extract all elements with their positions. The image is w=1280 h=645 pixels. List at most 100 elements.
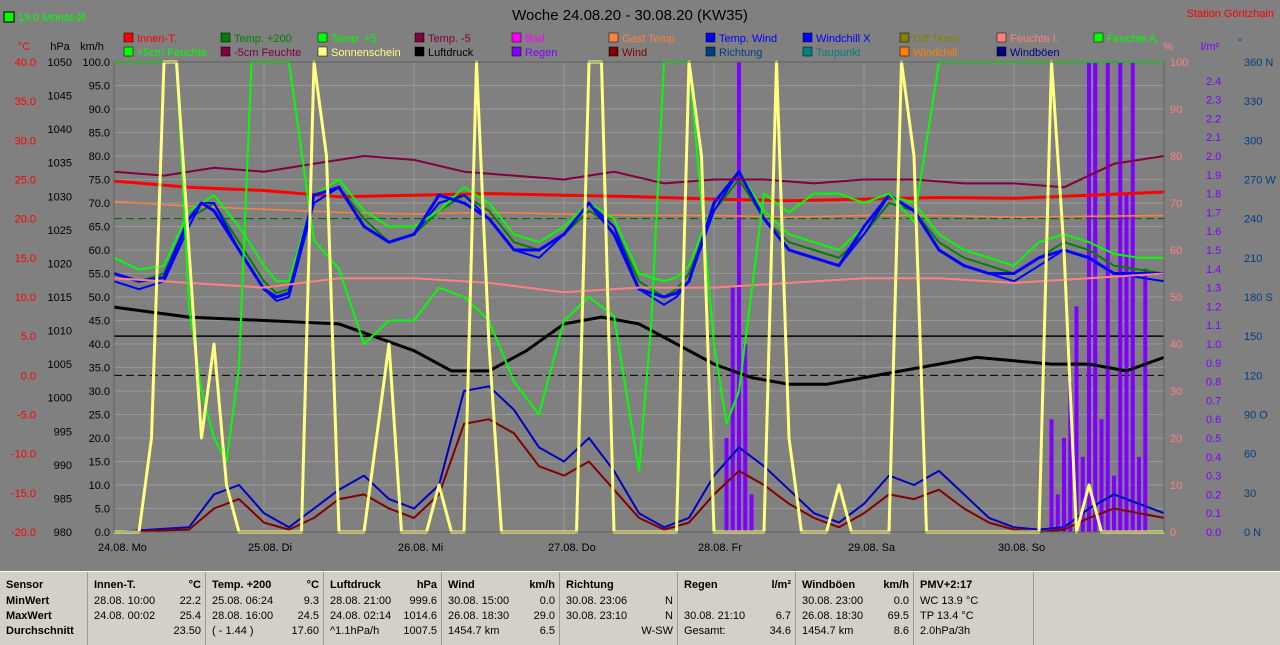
speed-tick: 0.0: [95, 527, 110, 539]
pressure-tick: 1050: [48, 57, 72, 69]
legend-swatch: [414, 46, 425, 57]
direction-tick: 120: [1244, 370, 1262, 382]
stats-time: 2.0hPa/3h: [920, 625, 971, 637]
legend-swatch: [705, 32, 716, 43]
percent-tick: 40: [1170, 339, 1182, 351]
x-axis-label: 26.08. Mi: [398, 542, 443, 554]
rain-tick: 0.2: [1206, 489, 1221, 501]
stats-row: Gesamt: 34.6: [678, 624, 795, 639]
stats-unit: °C: [188, 579, 201, 591]
rain-tick: 0.5: [1206, 433, 1221, 445]
legend-swatch: [705, 46, 716, 57]
stats-header-row: Luftdruck hPa: [324, 578, 441, 593]
temp-tick: -5.0: [17, 410, 36, 422]
rain-tick: 0.8: [1206, 377, 1221, 389]
rain-tick: 0.4: [1206, 452, 1221, 464]
rain-tick: 1.6: [1206, 226, 1221, 238]
speed-tick: 45.0: [89, 316, 110, 328]
stats-time: ^1.1hPa/h: [330, 625, 380, 637]
rain-bar: [1062, 438, 1066, 532]
legend-swatch: [996, 32, 1007, 43]
dir-axis-title: °: [1238, 37, 1242, 49]
stats-value: 24.5: [297, 610, 319, 622]
rain-tick: 1.1: [1206, 320, 1221, 332]
stats-value: 22.2: [179, 595, 201, 607]
temp-tick: 30.0: [15, 135, 36, 147]
legend-swatch: [899, 46, 910, 57]
stats-header: Richtung: [566, 579, 614, 591]
monthly-avg-marker: [3, 11, 15, 23]
stats-row: 30.08. 23:10 N: [560, 609, 677, 624]
axis-ticks: 40.0 35.0 30.0 25.0 20.0 15.0 10.0 5.0 0.0 -5.0 -1…: [11, 57, 1276, 539]
direction-tick: 0 N: [1244, 527, 1261, 539]
rain-tick: 0.1: [1206, 508, 1221, 520]
legend-label: Richtung: [719, 47, 762, 59]
stats-header-row: Sensor: [0, 578, 87, 593]
stats-row: MaxWert: [0, 609, 87, 624]
pressure-tick: 990: [54, 460, 72, 472]
legend-swatch: [317, 46, 328, 57]
rain-bar: [1105, 62, 1110, 532]
temp-tick: 40.0: [15, 57, 36, 69]
pressure-tick: 1030: [48, 191, 72, 203]
kmh-axis-title: km/h: [80, 41, 104, 53]
stats-header-row: Regen l/m²: [678, 578, 795, 593]
rain-tick: 0.3: [1206, 471, 1221, 483]
temp-tick: 35.0: [15, 96, 36, 108]
stats-column: Temp. +200 °C 25.08. 06:24 9.3 28.08. 16:00 2…: [206, 572, 324, 645]
stats-header-row: Innen-T. °C: [88, 578, 205, 593]
rain-tick: 2.3: [1206, 95, 1221, 107]
stats-unit: l/m²: [771, 579, 791, 591]
percent-tick: 0: [1170, 527, 1176, 539]
stats-time: 24.08. 00:02: [94, 610, 156, 622]
legend-swatch: [608, 32, 619, 43]
legend-swatch: [608, 46, 619, 57]
stats-time: WC 13.9 °C: [920, 595, 979, 607]
stats-row: 30.08. 15:00 0.0: [442, 594, 559, 609]
rain-tick: 1.4: [1206, 264, 1221, 276]
x-axis-label: 29.08. Sa: [848, 542, 896, 554]
stats-row: 28.08. 16:00 24.5: [206, 609, 323, 624]
legend-label: Windchill X: [816, 33, 871, 45]
speed-tick: 40.0: [89, 339, 110, 351]
stats-header: Wind: [448, 579, 475, 591]
stats-column: Windböen km/h 30.08. 23:00 0.0 26.08. 18:30 6…: [796, 572, 914, 645]
speed-tick: 95.0: [89, 81, 110, 93]
stats-header-row: Windböen km/h: [796, 578, 913, 593]
stats-value: 0.0: [893, 595, 909, 607]
speed-tick: 100.0: [82, 57, 110, 69]
rain-bar: [1074, 306, 1079, 532]
stats-value: 25.4: [179, 610, 201, 622]
stats-row: 30.08. 23:00 0.0: [796, 594, 913, 609]
rain-bar: [724, 438, 729, 532]
stats-row: 2.0hPa/3h: [914, 624, 1033, 639]
speed-tick: 85.0: [89, 128, 110, 140]
stats-unit: °C: [306, 579, 319, 591]
stats-time: 30.08. 23:00: [802, 595, 864, 607]
rain-bar: [737, 62, 741, 532]
pressure-tick: 1025: [48, 225, 72, 237]
stats-row: 30.08. 21:10 6.7: [678, 609, 795, 624]
temp-tick: -20.0: [11, 527, 36, 539]
rain-bar: [1130, 62, 1135, 532]
pressure-tick: 1005: [48, 359, 72, 371]
percent-tick: 30: [1170, 386, 1182, 398]
legend-swatch: [1093, 32, 1104, 43]
speed-tick: 55.0: [89, 269, 110, 281]
legend-label: Luftdruck: [428, 47, 474, 59]
stats-row-label: MinWert: [6, 595, 50, 607]
legend-label: Temp. -5: [428, 33, 471, 45]
stats-header: Temp. +200: [212, 579, 272, 591]
rain-bar: [1124, 193, 1129, 532]
stats-row: 26.08. 18:30 29.0: [442, 609, 559, 624]
legend-label: +5cm Feuchte: [137, 47, 207, 59]
series-line: [113, 155, 1165, 189]
stats-unit: km/h: [529, 579, 555, 591]
stats-header: PMV+2:17: [920, 579, 973, 591]
stats-column: Richtung 30.08. 23:06 N 30.08. 23:10 N W-SW: [560, 572, 678, 645]
rain-tick: 0.7: [1206, 395, 1221, 407]
monthly-avg-label: 19.0 Monat-Ø: [18, 12, 86, 24]
rain-bar: [743, 344, 748, 532]
statistics-panel: Sensor MinWert MaxWert Durchschnitt Innen-T.…: [0, 571, 1280, 645]
rain-bar: [1087, 62, 1091, 532]
